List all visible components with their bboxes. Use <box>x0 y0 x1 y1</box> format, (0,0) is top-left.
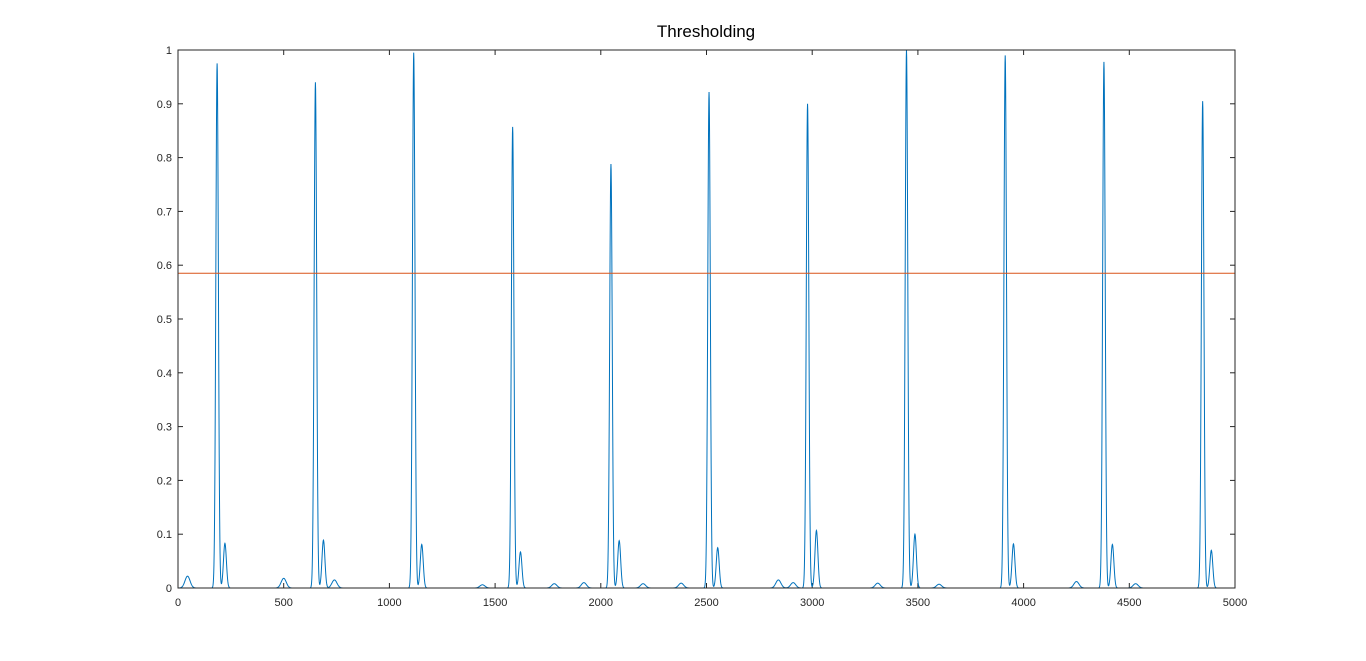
x-tick-label: 3500 <box>906 597 930 609</box>
x-tick-label: 5000 <box>1223 597 1247 609</box>
x-axis-ticks: 0 500 1000 1500 2000 2500 3000 3500 4000 4500 5000 <box>175 50 1247 609</box>
y-tick-label: 0.6 <box>157 260 172 272</box>
x-tick-label: 500 <box>275 597 293 609</box>
y-axis-ticks: 0 0.1 0.2 0.3 0.4 0.5 0.6 0.7 0.8 0.9 1 <box>157 45 1235 595</box>
x-tick-label: 3000 <box>800 597 824 609</box>
x-tick-label: 1500 <box>483 597 507 609</box>
x-tick-label: 4000 <box>1011 597 1035 609</box>
y-tick-label: 0.5 <box>157 314 172 326</box>
x-tick-label: 4500 <box>1117 597 1141 609</box>
y-tick-label: 0.8 <box>157 153 172 165</box>
y-tick-label: 0.3 <box>157 422 172 434</box>
x-tick-label: 2500 <box>694 597 718 609</box>
x-tick-label: 0 <box>175 597 181 609</box>
y-tick-label: 0.2 <box>157 475 172 487</box>
y-tick-label: 0.1 <box>157 529 172 541</box>
x-tick-label: 2000 <box>589 597 613 609</box>
y-tick-label: 0.9 <box>157 99 172 111</box>
axes-box <box>177 49 1236 589</box>
y-tick-label: 1 <box>166 45 172 57</box>
y-tick-label: 0.4 <box>157 368 172 380</box>
x-tick-label: 1000 <box>377 597 401 609</box>
y-tick-label: 0.7 <box>157 206 172 218</box>
chart-title: Thresholding <box>657 22 755 41</box>
y-tick-label: 0 <box>166 583 172 595</box>
